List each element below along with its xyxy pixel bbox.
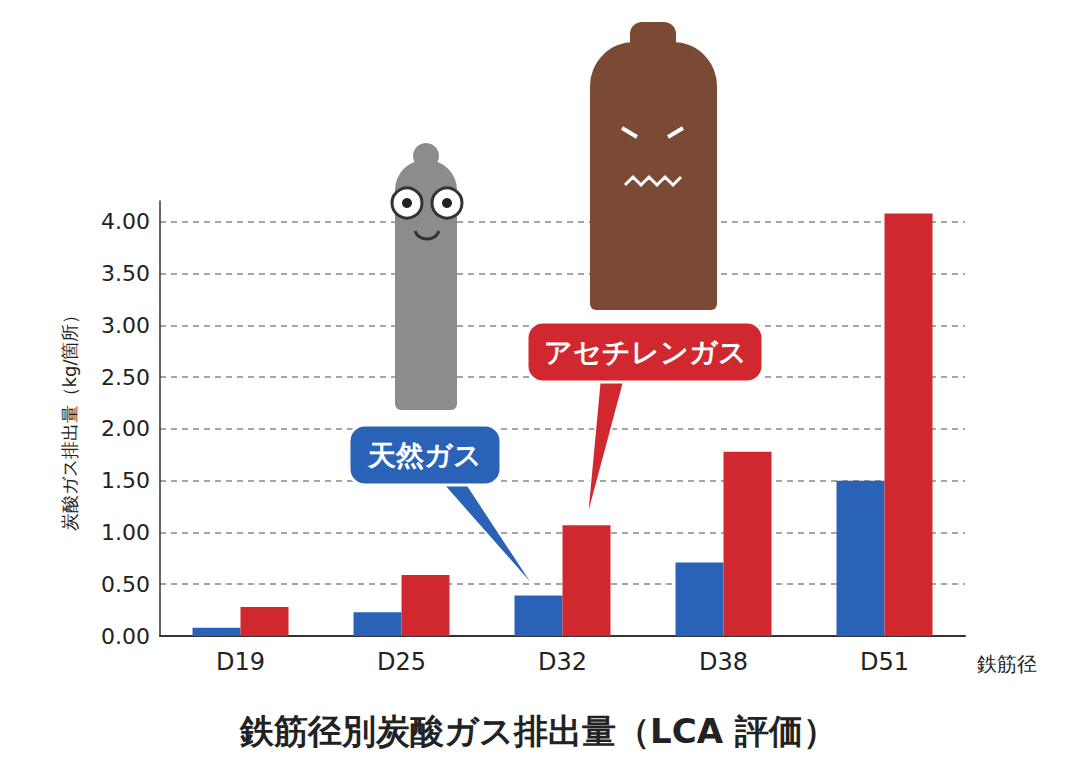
svg-text:1.00: 1.00 xyxy=(101,520,150,545)
svg-text:鉄筋径: 鉄筋径 xyxy=(977,652,1037,676)
svg-text:1.50: 1.50 xyxy=(101,468,150,493)
svg-text:天然ガス: 天然ガス xyxy=(367,439,482,472)
svg-text:0.50: 0.50 xyxy=(101,572,150,597)
svg-text:D19: D19 xyxy=(216,648,265,676)
svg-text:2.00: 2.00 xyxy=(101,416,150,441)
svg-text:0.00: 0.00 xyxy=(101,624,150,649)
svg-text:D51: D51 xyxy=(860,648,909,676)
svg-text:4.00: 4.00 xyxy=(101,209,150,234)
svg-text:炭酸ガス排出量（kg/箇所）: 炭酸ガス排出量（kg/箇所） xyxy=(59,306,80,532)
svg-text:アセチレンガス: アセチレンガス xyxy=(544,336,747,369)
svg-text:D25: D25 xyxy=(377,648,426,676)
svg-text:3.00: 3.00 xyxy=(101,313,150,338)
svg-text:3.50: 3.50 xyxy=(101,261,150,286)
svg-text:2.50: 2.50 xyxy=(101,365,150,390)
svg-text:鉄筋径別炭酸ガス排出量（LCA 評価）: 鉄筋径別炭酸ガス排出量（LCA 評価） xyxy=(239,711,837,751)
svg-text:D38: D38 xyxy=(699,648,748,676)
svg-text:D32: D32 xyxy=(538,648,587,676)
